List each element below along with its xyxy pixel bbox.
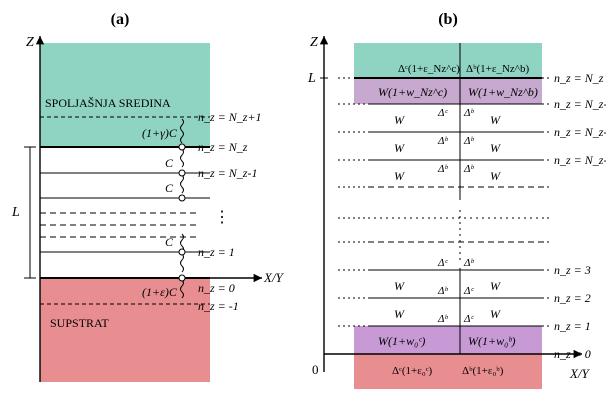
- panel-b-title: (b): [438, 11, 458, 28]
- environment-region: [40, 43, 210, 147]
- z-axis-label-b: Z: [310, 35, 318, 50]
- w-label: W: [490, 279, 501, 293]
- delta-label: Δᶜ: [463, 313, 474, 325]
- w-label: W: [490, 169, 501, 183]
- top-boundary-layer: [354, 78, 542, 104]
- bottom-delta-right: Δᵇ(1+ε₀ᵇ): [462, 365, 504, 377]
- level-label: n_z = N_z-2: [554, 125, 606, 139]
- margin-dots-left: [338, 77, 366, 327]
- level-label: n_z = -1: [198, 299, 239, 313]
- x-axis-label-a: X/Y: [263, 270, 285, 285]
- w-label: W: [490, 113, 501, 127]
- w-label: W: [394, 141, 405, 155]
- atom-node: [178, 248, 186, 256]
- coupling-top: (1+γ)C: [142, 126, 178, 140]
- z-axis-label-a: Z: [26, 35, 34, 50]
- delta-label: Δᵇ: [437, 135, 448, 147]
- w-label: W: [394, 279, 405, 293]
- thickness-label-a: L: [11, 205, 20, 220]
- substrate-region-b: [354, 354, 542, 389]
- level-label: n_z = N_z: [198, 140, 248, 154]
- w-label: W: [394, 307, 405, 321]
- delta-label: Δᶜ: [437, 257, 448, 269]
- panel-a: (a) SPOLJAŠNJA SREDINA SUPSTRAT Z X/Y (1…: [11, 11, 285, 382]
- coupling-inner-3: C: [165, 235, 174, 249]
- x-axis-label-b: X/Y: [569, 366, 591, 381]
- level-label: n_z = 1: [198, 245, 235, 259]
- delta-label: Δᵇ: [437, 285, 448, 297]
- level-labels-b: n_z = N_z n_z = N_z-1 n_z = N_z-2 n_z = …: [554, 71, 606, 361]
- atom-node: [178, 169, 186, 177]
- substrate-region: [40, 278, 210, 382]
- delta-label: Δᵇ: [463, 135, 474, 147]
- top-w-left: W(1+w_Nz^c): [378, 85, 447, 99]
- coupling-inner-1: C: [165, 156, 174, 170]
- delta-label: Δᵇ: [463, 163, 474, 175]
- delta-label: Δᵇ: [463, 257, 474, 269]
- level-label: n_z = 3: [554, 263, 591, 277]
- w-label: W: [394, 169, 405, 183]
- bottom-w-right: W(1+w₀ᵇ): [468, 334, 516, 348]
- level-label: n_z = N_z-3: [554, 153, 606, 167]
- delta-label: Δᵇ: [437, 313, 448, 325]
- origin-label: 0: [312, 362, 319, 377]
- delta-label: Δᶜ: [437, 107, 448, 119]
- bottom-w-left: W(1+w₀ᶜ): [378, 334, 425, 348]
- level-label: n_z = 2: [554, 291, 591, 305]
- level-label: n_z = N_z-1: [198, 166, 257, 180]
- panel-a-title: (a): [111, 11, 130, 28]
- level-label: n_z = 1: [554, 319, 591, 333]
- environment-region-b: [354, 43, 542, 77]
- level-label: n_z = 0: [198, 281, 235, 295]
- cell-labels: W Δᶜ Δᵇ W W Δᵇ Δᵇ W W Δᵇ Δᵇ W Δᶜ Δᵇ W Δᵇ…: [394, 107, 501, 325]
- coupling-bottom: (1+ε)C: [142, 285, 178, 299]
- w-label: W: [490, 141, 501, 155]
- level-label: n_z = N_z: [554, 71, 604, 85]
- delta-label: Δᵇ: [437, 163, 448, 175]
- coupling-inner-2: C: [165, 181, 174, 195]
- vertical-dots-a: ⋮: [214, 209, 230, 226]
- spring-chain: [180, 118, 184, 299]
- w-label: W: [490, 307, 501, 321]
- delta-label: Δᵇ: [463, 107, 474, 119]
- level-label: n_z = N_z+1: [198, 110, 262, 124]
- level-label: n_z = 0: [554, 347, 591, 361]
- thickness-label-b: L: [307, 71, 316, 86]
- atom-node: [178, 194, 186, 202]
- bottom-delta-left: Δᶜ(1+ε₀ᶜ): [392, 365, 433, 377]
- atom-node: [178, 274, 186, 282]
- atom-node: [178, 143, 186, 151]
- substrate-label: SUPSTRAT: [50, 316, 109, 330]
- w-label: W: [394, 113, 405, 127]
- margin-dots-right: [542, 77, 552, 327]
- top-delta-left: Δᶜ(1+ε_Nz^c): [398, 63, 460, 75]
- top-delta-right: Δᵇ(1+ε_Nz^b): [466, 63, 529, 75]
- bottom-boundary-layer: [354, 326, 542, 354]
- top-w-right: W(1+w_Nz^b): [468, 85, 538, 99]
- level-labels-a: n_z = N_z+1 n_z = N_z n_z = N_z-1 n_z = …: [198, 110, 262, 313]
- environment-label: SPOLJAŠNJA SREDINA: [45, 96, 171, 110]
- level-label: n_z = N_z-1: [554, 97, 606, 111]
- delta-label: Δᶜ: [463, 285, 474, 297]
- panel-b: (b) Z L 0 X/Y: [307, 11, 606, 389]
